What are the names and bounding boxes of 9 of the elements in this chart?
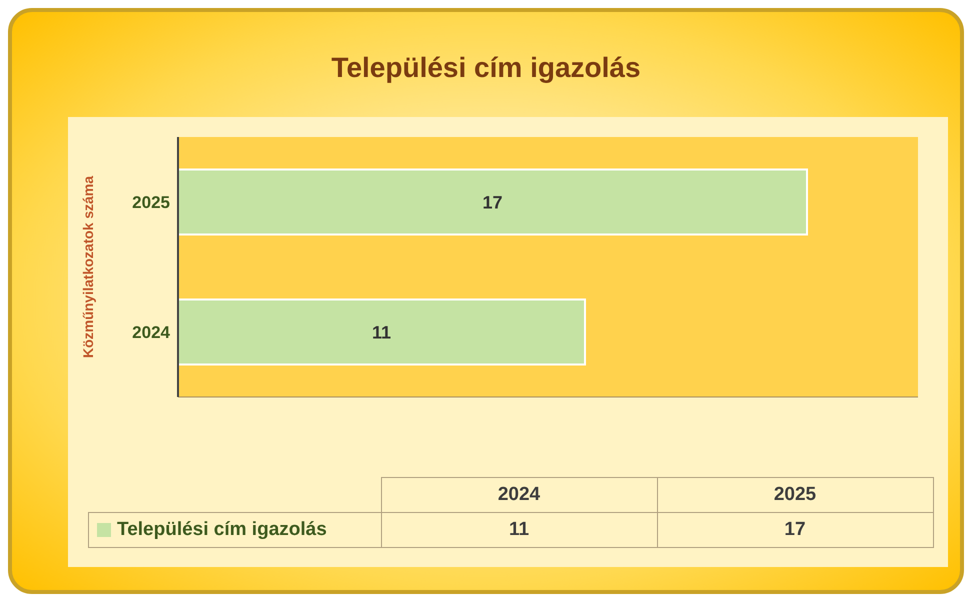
text: 11: [381, 512, 657, 548]
data-label: 17: [482, 192, 503, 212]
legend-label: Települési cím igazolás: [88, 512, 381, 548]
category-label: 2025: [774, 484, 816, 505]
data-label: 11: [372, 322, 392, 342]
y-axis-title: Közműnyilatkozatok száma: [80, 176, 96, 358]
chart-title: Települési cím igazolás: [330, 51, 642, 84]
category-label: 2024: [498, 484, 540, 505]
text: 17: [657, 512, 933, 548]
